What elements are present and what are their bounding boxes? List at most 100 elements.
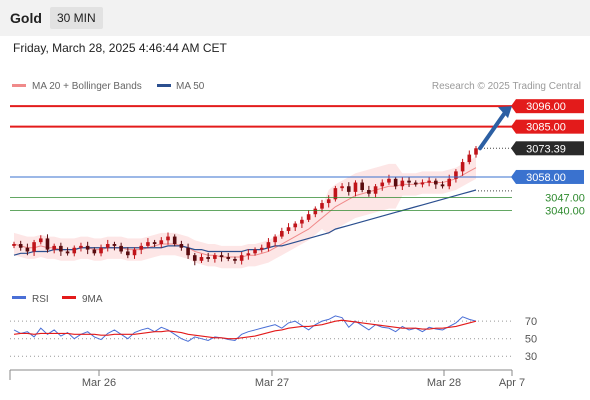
level-tag-3058.00 [516, 169, 584, 184]
time-tick-label: Mar 26 [82, 377, 116, 389]
candle-body [440, 184, 445, 187]
rsi-legend-swatch [12, 296, 26, 299]
candle-body [400, 180, 405, 187]
candle-body [273, 236, 277, 243]
candle-body [52, 245, 56, 250]
ma50-legend-label: MA 50 [176, 81, 205, 92]
bollinger-legend-label: MA 20 + Bollinger Bands [32, 81, 142, 92]
level-tag-arrow [511, 99, 516, 114]
current-price-label: 3073.39 [526, 143, 566, 155]
candle-body [126, 251, 130, 256]
candle-body [420, 182, 425, 185]
candle-body [460, 162, 465, 172]
rsi-tick-label: 50 [525, 334, 537, 346]
candle-body [226, 257, 231, 259]
candle-body [18, 244, 23, 248]
candle-body [360, 182, 364, 190]
level-tag-arrow [511, 119, 516, 134]
candle-body [474, 148, 478, 155]
rsi-ma-legend-swatch [62, 296, 76, 299]
candle-body [380, 182, 385, 187]
candle-body [233, 258, 237, 261]
rsi-tick-label: 30 [525, 351, 537, 363]
candle-body [206, 257, 210, 259]
candle-body [320, 203, 324, 209]
forecast-arrow-head [498, 106, 512, 119]
bollinger-legend-swatch [12, 84, 26, 87]
candle-body [346, 186, 351, 192]
time-tick-label: Apr 7 [499, 377, 525, 389]
bollinger-band [14, 156, 476, 269]
candle-body [387, 178, 391, 183]
candle-body [313, 208, 318, 215]
level-label-3096.00: 3096.00 [526, 101, 566, 113]
candle-body [413, 182, 418, 185]
candle-body [192, 255, 197, 261]
current-price-tag [516, 141, 584, 156]
candle-body [239, 255, 244, 261]
rsi-tick-label: 70 [525, 316, 537, 328]
candle-body [139, 245, 144, 250]
candle-body [393, 178, 398, 187]
level-tag-3096.00 [516, 99, 584, 114]
candle-body [85, 245, 90, 250]
candle-body [152, 242, 157, 245]
rsi-legend-label: RSI [32, 294, 49, 305]
candle-body [467, 154, 472, 163]
level-label-3058.00: 3058.00 [526, 172, 566, 184]
timeframe-button[interactable]: 30 MIN [50, 7, 103, 29]
candle-body [253, 249, 257, 254]
chart-datetime: Friday, March 28, 2025 4:46:44 AM CET [13, 41, 227, 55]
candle-body [166, 236, 170, 241]
candle-body [367, 190, 371, 194]
candle-body [92, 249, 97, 254]
candle-body [38, 238, 43, 243]
candle-body [172, 236, 177, 245]
candle-body [146, 242, 150, 246]
candle-body [246, 253, 251, 256]
candle-body [25, 247, 30, 252]
candle-body [266, 242, 271, 248]
ma50-line [13, 189, 477, 256]
candle-body [286, 227, 291, 231]
candle-body [79, 245, 83, 248]
level-label-3085.00: 3085.00 [526, 122, 566, 134]
level-label-3040.00: 3040.00 [545, 205, 585, 217]
time-tick-label: Mar 27 [255, 377, 289, 389]
candle-body [12, 244, 16, 246]
instrument-title: Gold [10, 10, 42, 26]
candle-body [293, 223, 298, 228]
ma50-legend-swatch [157, 84, 171, 87]
candle-body [300, 219, 304, 224]
candle-body [219, 255, 224, 258]
candle-body [326, 199, 331, 204]
candle-body [105, 244, 110, 248]
candle-body [259, 247, 264, 250]
current-price-tag-arrow [511, 141, 516, 156]
candle-body [45, 238, 50, 250]
candle-body [373, 186, 378, 194]
time-tick-label: Mar 28 [427, 377, 461, 389]
candle-body [427, 180, 431, 183]
candle-body [340, 186, 344, 189]
candle-body [99, 247, 103, 254]
ma20-line [13, 167, 477, 258]
level-label-3047.00: 3047.00 [545, 192, 585, 204]
level-tag-3085.00 [516, 119, 584, 134]
candle-body [434, 180, 438, 185]
candle-body [407, 180, 411, 183]
candle-body [59, 245, 63, 252]
candle-body [186, 247, 190, 256]
candle-body [132, 249, 137, 256]
candle-body [280, 230, 284, 237]
candle-body [213, 255, 217, 259]
candle-body [159, 240, 164, 245]
candle-body [447, 178, 452, 187]
rsi-ma-legend-label: 9MA [82, 294, 103, 305]
candle-body [119, 245, 123, 252]
candle-body [306, 214, 311, 220]
level-tag-arrow [511, 169, 516, 184]
candle-body [72, 247, 77, 254]
candle-body [353, 182, 358, 192]
forecast-arrow-shaft [478, 109, 508, 151]
